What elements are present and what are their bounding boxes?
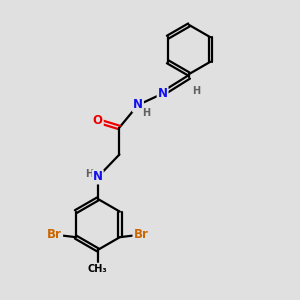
- Text: Br: Br: [47, 228, 62, 241]
- Text: N: N: [158, 87, 168, 100]
- Text: H: H: [192, 86, 201, 96]
- Text: N: N: [93, 170, 103, 184]
- Text: O: O: [93, 114, 103, 128]
- Text: Br: Br: [134, 228, 148, 241]
- Text: H: H: [85, 169, 94, 179]
- Text: N: N: [133, 98, 143, 112]
- Text: H: H: [142, 108, 151, 118]
- Text: CH₃: CH₃: [88, 263, 108, 274]
